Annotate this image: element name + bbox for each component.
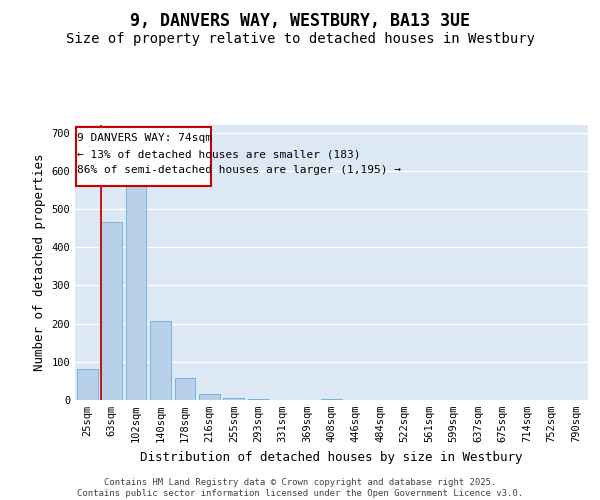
Text: ← 13% of detached houses are smaller (183): ← 13% of detached houses are smaller (18… [77, 149, 361, 159]
Text: Size of property relative to detached houses in Westbury: Size of property relative to detached ho… [65, 32, 535, 46]
Bar [321, 399, 342, 400]
Y-axis label: Number of detached properties: Number of detached properties [33, 154, 46, 371]
X-axis label: Distribution of detached houses by size in Westbury: Distribution of detached houses by size … [140, 450, 523, 464]
Bar [125, 185, 146, 400]
Text: 9, DANVERS WAY, WESTBURY, BA13 3UE: 9, DANVERS WAY, WESTBURY, BA13 3UE [130, 12, 470, 30]
Text: 9 DANVERS WAY: 74sqm: 9 DANVERS WAY: 74sqm [77, 132, 212, 142]
Bar [150, 321, 171, 400]
FancyBboxPatch shape [76, 127, 211, 186]
Bar [248, 399, 269, 400]
Bar [175, 378, 196, 400]
Bar [101, 222, 122, 400]
Text: Contains HM Land Registry data © Crown copyright and database right 2025.
Contai: Contains HM Land Registry data © Crown c… [77, 478, 523, 498]
Bar [223, 398, 244, 400]
Bar [77, 370, 98, 400]
Text: 86% of semi-detached houses are larger (1,195) →: 86% of semi-detached houses are larger (… [77, 165, 401, 175]
Bar [199, 394, 220, 400]
